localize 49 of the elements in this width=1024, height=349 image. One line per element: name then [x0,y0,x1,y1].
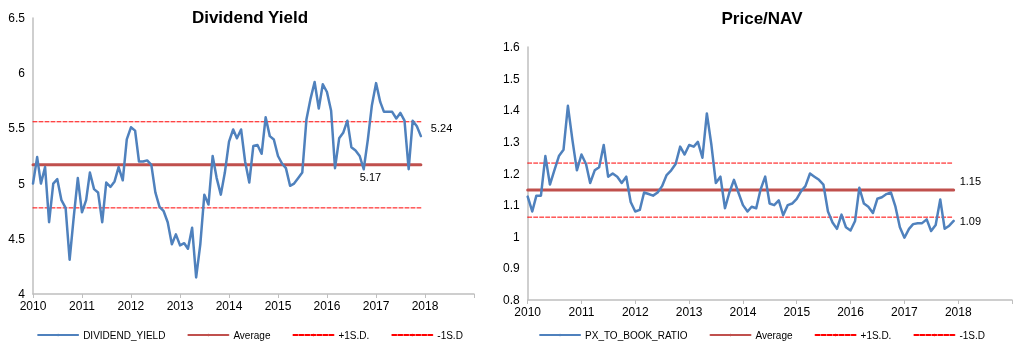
legend-label: DIVIDEND_YIELD [83,329,166,341]
annotation: 1.09 [959,214,982,227]
x-tick-label: 2017 [891,305,919,319]
y-tick-label: 1.4 [502,103,520,118]
y-tick-label: 1 [512,229,520,244]
x-tick-label: 2013 [675,305,703,319]
x-tick-label: 2017 [362,299,390,313]
y-tick-label: 5 [18,176,26,191]
x-tick-label: 2018 [944,305,972,319]
x-tick-label: 2015 [783,305,811,319]
x-tick-label: 2011 [69,299,96,313]
chart-title: Price/NAV [721,9,804,28]
y-tick-label: 1.1 [502,198,520,213]
annotation: 1.15 [959,174,982,187]
x-tick-label: 2012 [621,305,649,319]
x-tick-label: 2012 [117,299,145,313]
x-tick-label: 2016 [313,299,341,313]
y-tick-label: 5.5 [8,121,26,136]
y-tick-label: 0.8 [502,293,520,307]
x-tick-label: 2014 [729,305,757,319]
y-tick-label: 6 [18,66,26,81]
legend-label: Average [233,329,271,341]
x-tick-label: 2010 [19,299,47,313]
legend-label: -1S.D [959,329,985,341]
y-tick-label: 1.6 [502,40,520,54]
y-tick-label: 4 [18,287,26,301]
x-tick-label: 2013 [166,299,194,313]
legend-label: +1S.D. [338,329,370,341]
legend-label: Average [755,329,793,341]
legend-label: +1S.D. [860,329,892,341]
x-tick-label: 2015 [264,299,292,313]
x-tick-label: 2014 [215,299,243,313]
x-tick-label: 2018 [411,299,439,313]
y-tick-label: 1.3 [502,134,520,149]
annotation: 5.17 [359,170,382,183]
line-series [31,80,423,279]
y-tick-label: 1.5 [502,71,520,86]
x-tick-label: 2011 [568,305,595,319]
x-tick-label: 2010 [514,305,542,319]
annotation: 5.24 [430,122,453,135]
legend-label: PX_TO_BOOK_RATIO [585,329,688,341]
y-tick-label: 0.9 [502,261,520,276]
y-tick-label: 4.5 [8,231,26,246]
line-series [526,104,955,239]
chart-title: Dividend Yield [191,8,309,27]
legend-label: -1S.D [437,329,463,341]
y-tick-label: 6.5 [8,11,26,25]
x-tick-label: 2016 [837,305,865,319]
y-tick-label: 1.2 [502,166,520,181]
